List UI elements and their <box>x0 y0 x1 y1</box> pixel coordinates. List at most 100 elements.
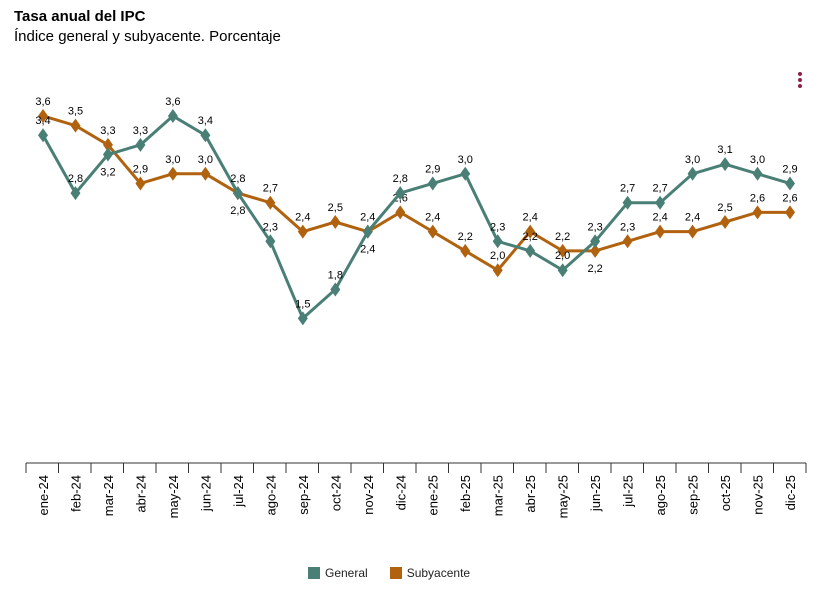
data-point[interactable] <box>330 282 341 297</box>
data-point[interactable] <box>102 137 113 152</box>
series-general: 3,42,83,23,33,63,42,82,31,51,82,42,82,93… <box>35 96 798 326</box>
data-point[interactable] <box>167 166 178 181</box>
data-point[interactable] <box>102 147 113 162</box>
data-point[interactable] <box>785 176 795 191</box>
data-point[interactable] <box>557 263 568 278</box>
chart-subtitle: Índice general y subyacente. Porcentaje <box>14 28 281 45</box>
data-point[interactable] <box>557 243 568 258</box>
data-point[interactable] <box>655 195 666 210</box>
data-point[interactable] <box>427 176 438 191</box>
data-label: 2,6 <box>782 192 797 204</box>
data-point[interactable] <box>200 128 211 143</box>
data-label: 3,4 <box>35 115 50 127</box>
data-point[interactable] <box>720 157 731 172</box>
data-point[interactable] <box>265 234 276 249</box>
data-label: 3,0 <box>685 154 700 166</box>
data-label: 3,1 <box>717 144 732 156</box>
data-label: 2,4 <box>523 212 538 224</box>
data-label: 2,2 <box>523 231 538 243</box>
data-label: 3,6 <box>165 96 180 108</box>
x-tick-label: ago-25 <box>653 475 668 515</box>
legend-swatch-subyacente <box>389 567 402 579</box>
data-label: 3,6 <box>35 96 50 108</box>
x-tick-label: jul-24 <box>231 475 246 508</box>
data-point[interactable] <box>135 137 146 152</box>
x-tick-label: dic-24 <box>393 475 408 510</box>
chart-title: Tasa anual del IPC <box>14 8 146 25</box>
data-point[interactable] <box>395 205 406 220</box>
data-point[interactable] <box>720 215 731 229</box>
data-label: 2,9 <box>133 163 148 175</box>
legend-item-general[interactable]: General <box>308 566 368 580</box>
data-label: 2,3 <box>490 221 505 233</box>
data-point[interactable] <box>362 224 373 239</box>
data-label: 2,9 <box>425 163 440 175</box>
data-label: 2,0 <box>555 250 570 262</box>
kebab-menu-icon[interactable] <box>796 72 804 90</box>
data-label: 2,8 <box>68 173 83 185</box>
data-point[interactable] <box>525 224 536 239</box>
line-chart: ene-24 feb-24 mar-24 abr-24 may-24 jun-24 jul-… <box>25 96 807 518</box>
data-label: 2,8 <box>393 173 408 185</box>
data-point[interactable] <box>622 195 633 210</box>
data-point[interactable] <box>297 311 308 326</box>
data-point[interactable] <box>427 224 438 239</box>
data-point[interactable] <box>687 224 698 239</box>
data-label: 3,4 <box>198 115 213 127</box>
data-point[interactable] <box>330 215 341 229</box>
data-label: 2,5 <box>328 202 343 214</box>
data-point[interactable] <box>395 186 406 201</box>
x-tick-label: jul-25 <box>621 475 636 508</box>
data-point[interactable] <box>232 186 243 201</box>
data-point[interactable] <box>38 128 48 143</box>
legend-item-subyacente[interactable]: Subyacente <box>389 566 470 580</box>
data-point[interactable] <box>590 243 601 258</box>
data-point[interactable] <box>297 224 308 239</box>
data-point[interactable] <box>655 224 666 239</box>
data-label: 3,0 <box>458 154 473 166</box>
data-point[interactable] <box>785 205 795 220</box>
data-point[interactable] <box>200 166 211 181</box>
legend-swatch-general <box>308 567 320 579</box>
data-label: 2,4 <box>360 244 375 256</box>
data-label: 3,3 <box>100 125 115 137</box>
x-tick-label: sep-24 <box>296 475 311 515</box>
data-label: 2,3 <box>587 221 602 233</box>
data-point[interactable] <box>167 108 178 123</box>
data-point[interactable] <box>492 234 503 249</box>
data-point[interactable] <box>460 166 471 181</box>
data-point[interactable] <box>687 166 698 181</box>
x-tick-label: dic-25 <box>783 475 798 510</box>
data-point[interactable] <box>70 186 81 201</box>
data-label: 2,2 <box>555 231 570 243</box>
x-tick-label: ene-25 <box>426 475 441 515</box>
data-label: 1,5 <box>295 298 310 310</box>
data-label: 2,4 <box>425 212 440 224</box>
x-tick-label: oct-24 <box>328 475 343 511</box>
x-tick-label: may-25 <box>556 475 571 518</box>
data-label: 2,4 <box>685 212 700 224</box>
data-point[interactable] <box>38 108 48 123</box>
data-label: 2,6 <box>750 192 765 204</box>
data-point[interactable] <box>70 118 81 133</box>
data-point[interactable] <box>460 243 471 258</box>
data-label: 1,8 <box>328 269 343 281</box>
data-point[interactable] <box>525 243 536 258</box>
x-tick-label: may-24 <box>166 475 181 518</box>
x-tick-label: abr-25 <box>523 475 538 513</box>
data-point[interactable] <box>622 234 633 249</box>
data-label: 2,7 <box>263 183 278 195</box>
data-point[interactable] <box>135 176 146 191</box>
x-tick-label: jun-25 <box>588 475 603 512</box>
x-tick-label: jun-24 <box>198 475 213 512</box>
series-line <box>41 114 791 321</box>
data-label: 3,0 <box>165 154 180 166</box>
data-point[interactable] <box>492 263 503 278</box>
data-label: 2,3 <box>263 221 278 233</box>
data-point[interactable] <box>590 234 601 249</box>
data-point[interactable] <box>265 195 276 210</box>
data-label: 2,2 <box>458 231 473 243</box>
data-point[interactable] <box>752 166 763 181</box>
data-point[interactable] <box>752 205 763 220</box>
